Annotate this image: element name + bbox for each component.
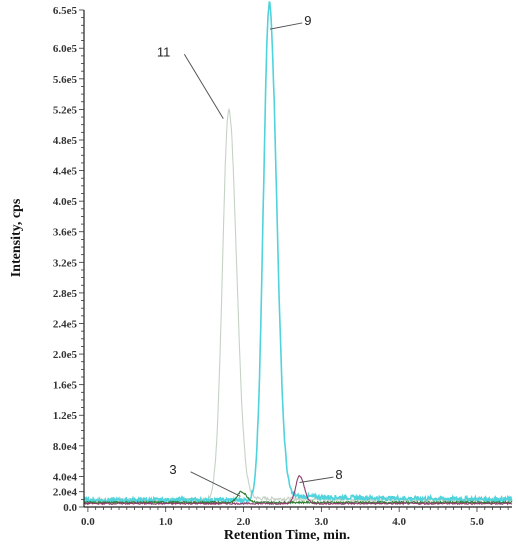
peak-label-11: 11	[157, 44, 171, 59]
x-tick-label: 5.0	[470, 516, 484, 528]
x-axis-label: Retention Time, min.	[224, 528, 350, 543]
y-tick-label: 4.0e5	[53, 196, 78, 208]
y-tick-labels: 6.5e5 6.0e5 5.6e5 5.2e5 4.8e5 4.4e5 4.0e5 3.6e5…	[53, 5, 78, 514]
y-tick-label: 4.8e5	[53, 135, 78, 147]
y-tick-label: 4.0e4	[53, 471, 78, 483]
annotation-leader-9	[269, 22, 303, 30]
annotation-leader-8	[299, 476, 334, 484]
x-tick-labels: 0.0 1.0 2.0 3.0 4.0 5.0	[81, 516, 484, 528]
series-trace-11	[83, 107, 513, 504]
x-tick-label: 1.0	[159, 516, 173, 528]
y-tick-label: 2.4e5	[53, 318, 78, 330]
y-tick-label: 3.2e5	[53, 257, 78, 269]
y-tick-label: 1.2e5	[53, 410, 78, 422]
series-trace-8	[83, 474, 513, 506]
y-tick-label: 5.2e5	[53, 104, 78, 116]
series-trace-9	[83, 1, 513, 506]
peak-label-3: 3	[169, 462, 176, 477]
peak-label-8: 8	[335, 467, 342, 482]
y-tick-label: 4.4e5	[53, 166, 78, 178]
y-tick-label: 5.6e5	[53, 74, 78, 86]
y-tick-label: 2.8e5	[53, 288, 78, 300]
y-tick-label: 6.5e5	[53, 5, 78, 17]
series-layer	[83, 1, 513, 506]
y-tick-label: 3.6e5	[53, 227, 78, 239]
y-tick-label: 2.0e4	[53, 487, 78, 499]
peak-annotations: 11 9 3 8	[157, 13, 343, 497]
series-trace-3	[83, 490, 513, 505]
y-tick-label: 1.6e5	[53, 380, 78, 392]
y-tick-label: 0.0	[63, 502, 77, 514]
x-tick-label: 4.0	[392, 516, 406, 528]
y-tick-label: 6.0e5	[53, 43, 78, 55]
y-tick-label: 8.0e4	[53, 441, 78, 453]
y-tick-label: 2.0e5	[53, 349, 78, 361]
annotation-leader-11	[183, 54, 224, 119]
axes	[79, 9, 512, 512]
x-tick-label: 2.0	[237, 516, 251, 528]
y-axis-label: Intensity, cps	[9, 198, 24, 277]
peak-label-9: 9	[304, 13, 311, 28]
x-tick-label: 0.0	[81, 516, 95, 528]
x-tick-label: 3.0	[314, 516, 328, 528]
annotation-leader-3	[190, 471, 241, 497]
